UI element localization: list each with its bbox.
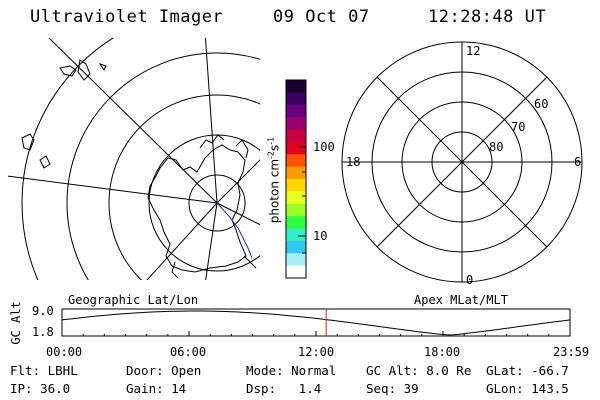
- colorbar-swatch: [286, 191, 306, 205]
- colorbar-unit-label: photon cm-2s-1: [266, 136, 282, 224]
- colorbar-swatch: [286, 253, 306, 267]
- altitude-curve: [61, 310, 571, 336]
- meridian: [205, 202, 218, 280]
- colorbar-tick-100: 100: [313, 140, 335, 154]
- altitude-x-tick-0: 00:00: [46, 345, 83, 359]
- status-seq: Seq: 39: [366, 381, 419, 396]
- colorbar-swatch: [286, 154, 306, 168]
- meridian: [146, 202, 218, 280]
- altitude-plot: [61, 308, 571, 337]
- meridian: [8, 175, 218, 204]
- title: Ultraviolet Imager: [30, 7, 224, 27]
- colorbar-swatch: [286, 117, 306, 130]
- color-bar: [285, 79, 307, 279]
- date: 09 Oct 07: [273, 7, 370, 27]
- meridian: [48, 38, 218, 204]
- landmass-outline: [21, 133, 35, 151]
- altitude-x-tick-4: 23:59: [553, 345, 590, 359]
- status-glat: GLat: -66.7: [486, 363, 569, 378]
- meridian: [204, 38, 218, 204]
- polar-label-12: 12: [466, 44, 481, 58]
- colorbar-swatch: [286, 129, 306, 143]
- apex-label: Apex MLat/MLT: [414, 293, 508, 307]
- status-ip: IP: 36.0: [10, 381, 71, 396]
- polar-label-80: 80: [489, 140, 504, 154]
- status-gain: Gain: 14: [126, 381, 187, 396]
- meridian: [216, 159, 260, 204]
- polar-diagonal: [376, 76, 548, 248]
- antarctica-outline: [147, 144, 247, 273]
- colorbar-swatch: [286, 166, 306, 180]
- geographic-label: Geographic Lat/Lon: [68, 293, 199, 307]
- colorbar-frame: [285, 79, 307, 279]
- polar-label-6: 6: [574, 155, 582, 169]
- colorbar-swatch: [286, 228, 306, 242]
- lat-circle-50: [66, 52, 260, 280]
- status-glon: GLon: 143.5: [486, 381, 569, 396]
- polar-label-70: 70: [511, 120, 526, 134]
- lat-circle-80: [188, 174, 246, 232]
- colorbar-swatch: [286, 240, 306, 254]
- altitude-y-bottom: 1.8: [32, 325, 54, 339]
- altitude-x-tick-3: 18:00: [424, 345, 461, 359]
- status-dsp: Dsp: 1.4: [246, 381, 322, 396]
- lat-circle-40: [21, 38, 115, 280]
- colorbar-swatch: [286, 92, 306, 106]
- status-gc-alt: GC Alt: 8.0 Re: [366, 363, 472, 378]
- colorbar-swatch: [286, 141, 306, 155]
- polar-plot: [341, 41, 583, 283]
- altitude-x-tick-1: 06:00: [170, 345, 207, 359]
- status-flt: Flt: LBHL: [10, 363, 78, 378]
- colorbar-swatch: [286, 80, 306, 93]
- altitude-y-top: 9.0: [32, 304, 54, 318]
- altitude-axis-label: GC Alt: [9, 301, 23, 345]
- orbit-track: [216, 202, 253, 259]
- polar-label-0: 0: [466, 273, 474, 287]
- status-mode: Mode: Normal: [246, 363, 337, 378]
- colorbar-swatch: [286, 203, 306, 217]
- colorbar-tick-10: 10: [313, 229, 328, 243]
- colorbar-swatch: [286, 104, 306, 118]
- time: 12:28:48 UT: [428, 7, 547, 27]
- status-door: Door: Open: [126, 363, 202, 378]
- polar-label-60: 60: [534, 97, 549, 111]
- altitude-x-tick-2: 12:00: [298, 345, 335, 359]
- geographic-map: [8, 38, 260, 280]
- colorbar-swatch: [286, 216, 306, 229]
- lat-circle-60: [108, 94, 260, 280]
- lat-circle-70: [148, 134, 260, 272]
- colorbar-swatch: [286, 265, 306, 279]
- colorbar-swatch: [286, 179, 306, 192]
- polar-label-18: 18: [346, 155, 361, 169]
